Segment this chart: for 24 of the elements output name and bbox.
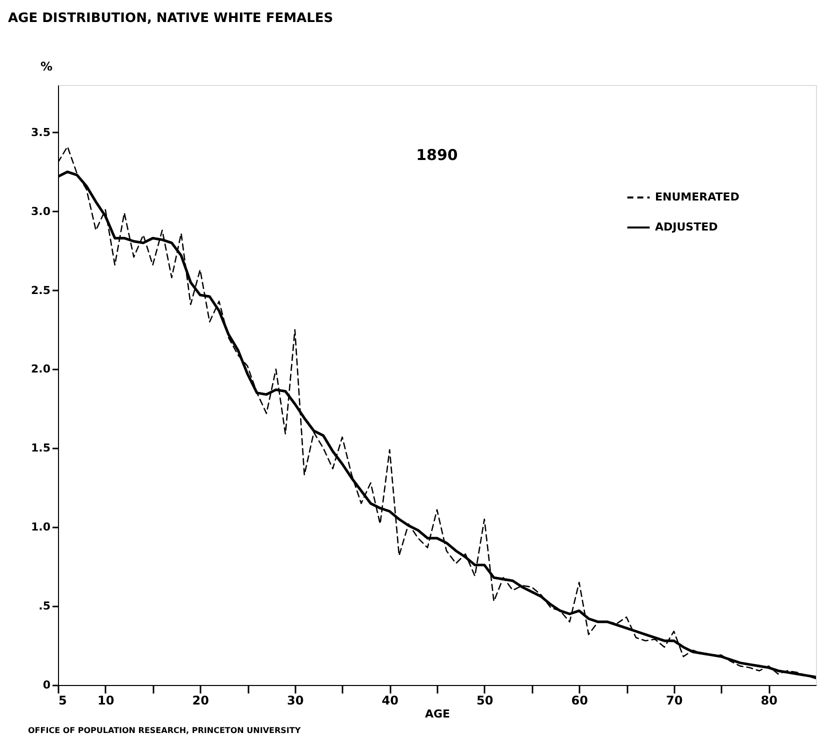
x-tick-label: 10 [98, 694, 114, 708]
x-tick-label: 80 [760, 694, 778, 708]
y-tick-label: 2.0 [31, 362, 51, 376]
y-tick-label: .5 [38, 600, 50, 613]
y-tick-label: 3.0 [31, 204, 51, 218]
x-axis-title: AGE [424, 708, 450, 720]
legend-label: ADJUSTED [655, 220, 718, 234]
x-tick-label: 40 [382, 694, 398, 708]
x-tick-label: 70 [666, 694, 683, 708]
y-axis-title: % [40, 60, 53, 74]
y-tick-label: 1.5 [31, 442, 50, 455]
y-tick-label: 3.5 [31, 126, 50, 139]
x-tick-label: 20 [192, 694, 209, 708]
y-tick-label: 1.0 [31, 520, 51, 534]
x-tick-label: 5 [58, 694, 67, 708]
annotation: 1890 [416, 146, 458, 164]
y-tick-label: 2.5 [31, 284, 50, 297]
chart-title: AGE DISTRIBUTION, NATIVE WHITE FEMALES [8, 11, 334, 26]
x-tick-label: 60 [571, 694, 588, 708]
x-tick-label: 50 [476, 694, 494, 708]
y-tick-label: 0 [42, 678, 51, 692]
text: OFFICE OF POPULATION RESEARCH, PRINCETON UNIVERSITY [28, 726, 301, 735]
legend-label: ENUMERATED [655, 190, 740, 204]
x-tick-label: 30 [287, 694, 304, 708]
